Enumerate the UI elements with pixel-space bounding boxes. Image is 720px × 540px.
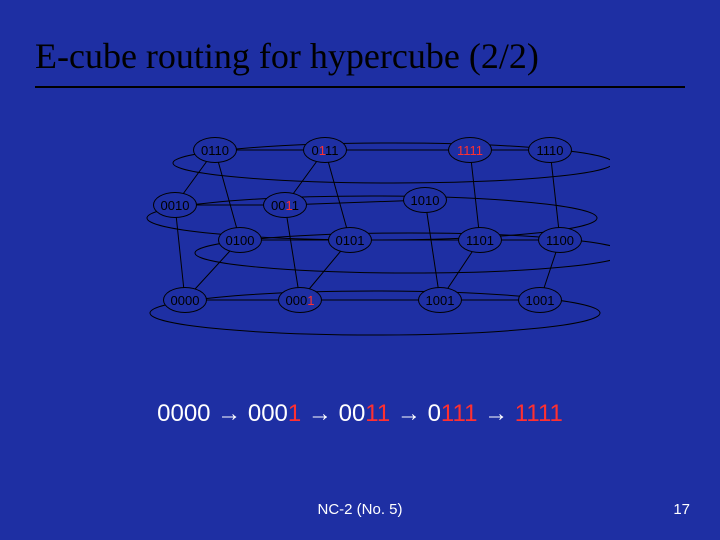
node-0011: 0011 [263, 192, 307, 218]
node-0101: 0101 [328, 227, 372, 253]
route-sequence: 0000 → 0001 → 0011 → 0111 → 1111 [0, 400, 720, 428]
node-1101: 1101 [458, 227, 502, 253]
slide-title: E-cube routing for hypercube (2/2) [35, 35, 539, 77]
footer-text: NC-2 (No. 5) [0, 501, 720, 518]
hypercube-diagram: 0110 0111 1111 1110 0010 0011 1010 0100 0101 1101… [120, 130, 610, 360]
node-1111: 1111 [448, 137, 492, 163]
node-0010: 0010 [153, 192, 197, 218]
node-0110: 0110 [193, 137, 237, 163]
page-number: 17 [673, 501, 690, 518]
node-0001: 0001 [278, 287, 322, 313]
node-1001: 1001 [518, 287, 562, 313]
node-1001: 1001 [418, 287, 462, 313]
node-1010: 1010 [403, 187, 447, 213]
node-0100: 0100 [218, 227, 262, 253]
node-0111: 0111 [303, 137, 347, 163]
node-1110: 1110 [528, 137, 572, 163]
title-underline [35, 86, 685, 88]
node-0000: 0000 [163, 287, 207, 313]
node-1100: 1100 [538, 227, 582, 253]
